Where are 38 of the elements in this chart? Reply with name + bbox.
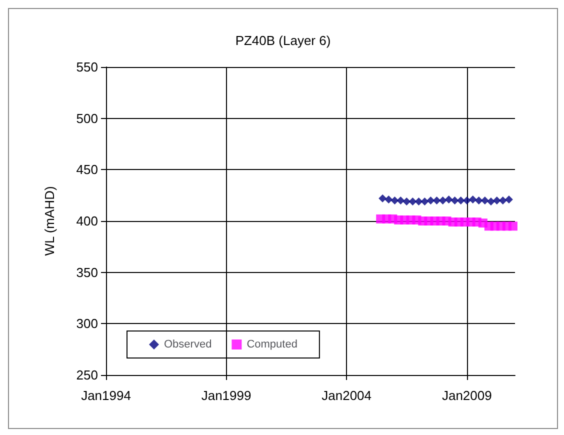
x-tick-label: Jan1999 <box>201 388 252 403</box>
point <box>402 197 411 206</box>
point <box>468 195 477 204</box>
point <box>414 197 423 206</box>
point <box>462 196 471 204</box>
point <box>480 196 489 204</box>
point <box>420 197 429 206</box>
point <box>504 195 513 204</box>
x-tick-label: Jan2009 <box>442 388 492 403</box>
point <box>474 196 483 204</box>
point <box>498 196 507 204</box>
point <box>450 196 459 204</box>
point <box>486 197 495 206</box>
y-tick-label: 350 <box>76 264 98 280</box>
point <box>408 197 417 206</box>
y-tick-label: 450 <box>76 162 98 178</box>
point <box>508 222 518 231</box>
chart-title: PZ40B (Layer 6) <box>235 33 331 48</box>
point <box>384 195 393 204</box>
point <box>492 196 501 204</box>
y-axis-title: WL (mAHD) <box>42 186 57 256</box>
y-tick-label: 250 <box>76 368 98 382</box>
y-tick-label: 300 <box>76 316 98 332</box>
point <box>438 196 447 204</box>
point <box>426 196 435 204</box>
point <box>396 196 405 204</box>
point <box>432 196 441 204</box>
point <box>456 196 465 204</box>
x-tick-label: Jan1994 <box>81 388 131 403</box>
legend-label: Observed <box>164 338 212 350</box>
y-tick-label: 550 <box>76 60 98 74</box>
point <box>444 195 453 204</box>
legend-label: Computed <box>246 338 298 350</box>
point <box>390 196 399 204</box>
point <box>378 194 387 202</box>
y-tick-label: 500 <box>76 110 98 126</box>
y-tick-label: 400 <box>76 214 98 228</box>
x-tick-label: Jan2004 <box>322 388 372 403</box>
